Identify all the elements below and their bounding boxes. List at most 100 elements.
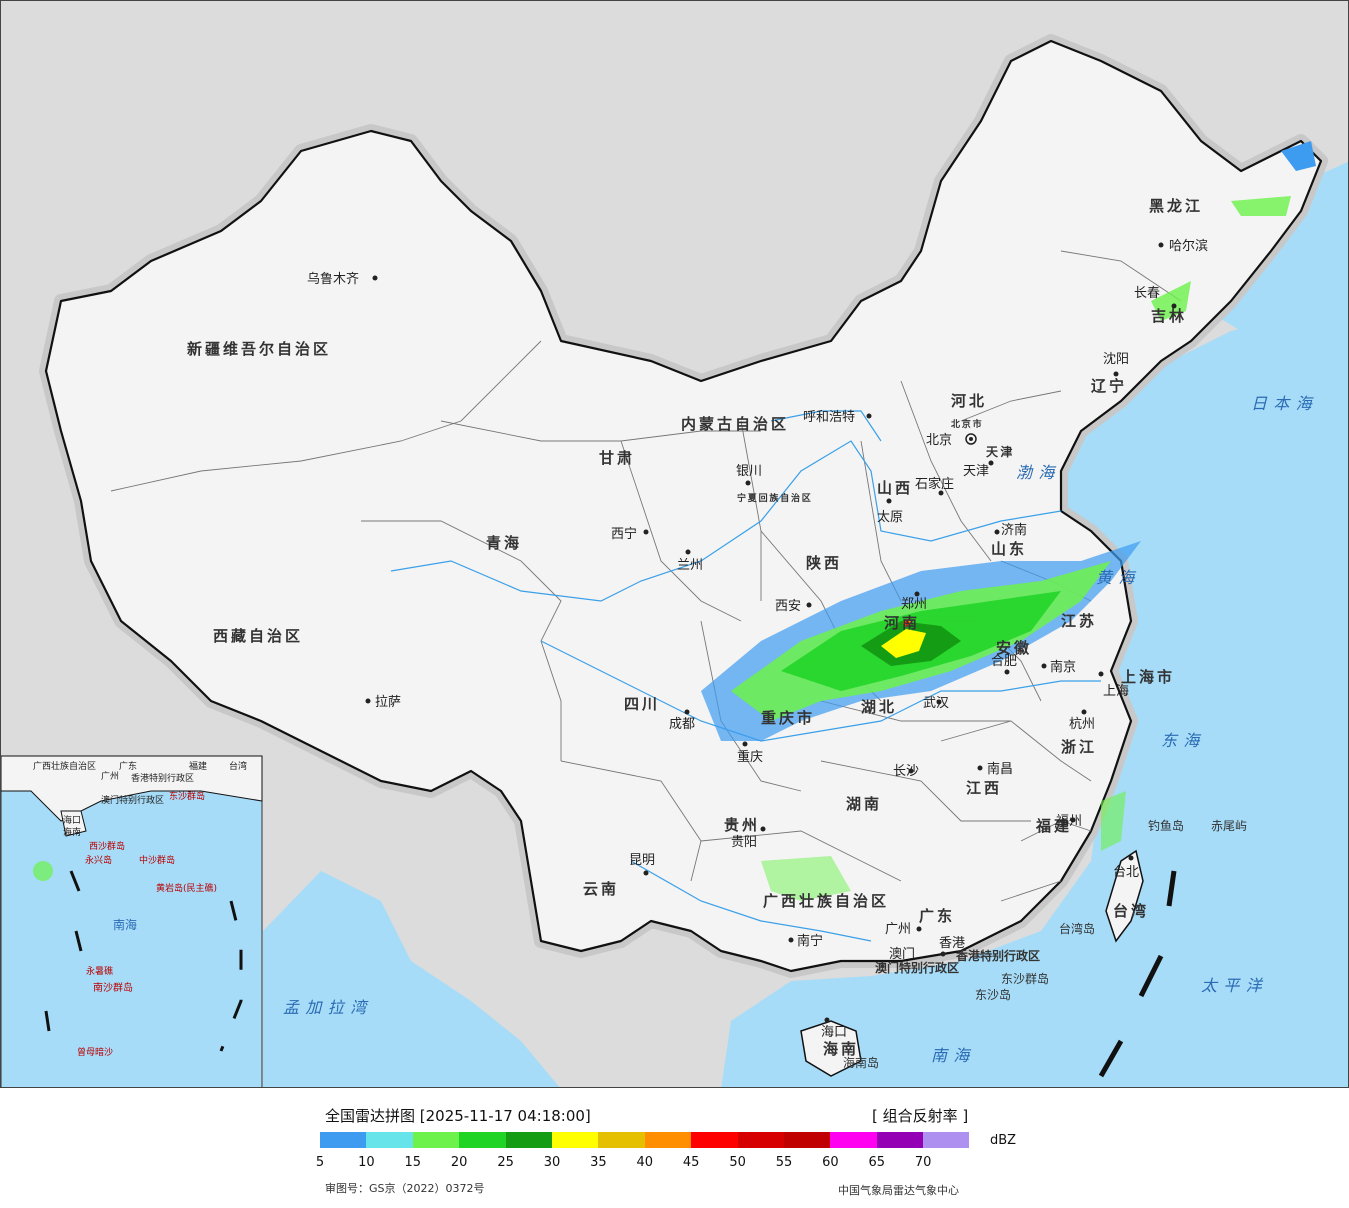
inset-hainan: 海南 bbox=[63, 826, 81, 838]
color-swatch-6 bbox=[598, 1132, 645, 1148]
label-guangxi: 广西壮族自治区 bbox=[763, 892, 889, 910]
label-fujian: 福建 bbox=[1035, 817, 1072, 835]
inset-huangyan: 黄岩岛(民主礁) bbox=[156, 882, 217, 894]
inset-taiwan: 台湾 bbox=[229, 760, 247, 772]
city-lhasa: 拉萨 bbox=[375, 695, 401, 710]
tick-label: 30 bbox=[543, 1155, 561, 1170]
city-urumqi: 乌鲁木齐 bbox=[307, 271, 359, 287]
inset-nansha: 南沙群岛 bbox=[93, 981, 133, 994]
island-hainan: 海南岛 bbox=[843, 1055, 879, 1070]
sea-east: 东海 bbox=[1161, 731, 1206, 750]
city-nanjing: 南京 bbox=[1050, 659, 1076, 675]
sea-south: 南海 bbox=[931, 1046, 976, 1065]
city-macau: 澳门 bbox=[889, 946, 915, 962]
label-beijing-shi: 北京市 bbox=[951, 418, 983, 430]
label-hebei: 河北 bbox=[951, 392, 987, 410]
city-beijing: 北京 bbox=[926, 433, 952, 448]
city-kunming: 昆明 bbox=[629, 853, 655, 868]
island-chiwei: 赤尾屿 bbox=[1211, 819, 1247, 833]
color-swatch-8 bbox=[691, 1132, 738, 1148]
tick-label: 55 bbox=[775, 1155, 793, 1170]
label-shaanxi: 陕西 bbox=[806, 554, 842, 572]
sea-labels: 日本海 渤海 黄海 东海 太平洋 南海 孟加拉湾 钓鱼岛 赤尾屿 台湾岛 东沙群… bbox=[283, 394, 1312, 1070]
label-neimenggu: 内蒙古自治区 bbox=[681, 415, 789, 433]
island-taiwan: 台湾岛 bbox=[1059, 921, 1095, 936]
inset-haikou: 海口 bbox=[63, 814, 81, 826]
label-anhui: 安徽 bbox=[996, 639, 1032, 657]
label-liaoning: 辽宁 bbox=[1091, 377, 1127, 395]
island-diaoyu: 钓鱼岛 bbox=[1148, 818, 1184, 833]
inset-south-sea: 南海 bbox=[113, 917, 137, 932]
city-xining: 西宁 bbox=[611, 526, 637, 542]
color-swatch-4 bbox=[505, 1132, 552, 1148]
unit-label: dBZ bbox=[990, 1133, 1017, 1148]
label-taiwan: 台湾 bbox=[1113, 902, 1149, 920]
label-heilongjiang: 黑龙江 bbox=[1149, 197, 1203, 215]
tick-label: 15 bbox=[404, 1155, 422, 1170]
label-hk-sar: 香港特别行政区 bbox=[955, 948, 1040, 963]
color-swatch-1 bbox=[366, 1132, 413, 1148]
city-labels: 乌鲁木齐 拉萨 西宁 兰州 银川 呼和浩特 哈尔滨 长春 沈阳 北京 天津 石家… bbox=[307, 238, 1208, 1040]
tick-label: 45 bbox=[682, 1155, 700, 1170]
label-chongqing: 重庆市 bbox=[761, 709, 815, 727]
rivers bbox=[390, 410, 1101, 942]
city-zhengzhou: 郑州 bbox=[901, 597, 927, 612]
label-gansu: 甘肃 bbox=[599, 449, 635, 467]
inset-guangdong: 广东 bbox=[119, 760, 137, 772]
label-hainan: 海南 bbox=[823, 1040, 859, 1058]
label-guangdong: 广东 bbox=[919, 907, 955, 925]
city-harbin: 哈尔滨 bbox=[1169, 238, 1208, 254]
inset-guangxi: 广西壮族自治区 bbox=[33, 760, 96, 772]
province-labels: 新疆维吾尔自治区 西藏自治区 青海 甘肃 内蒙古自治区 黑龙江 吉林 辽宁 河北… bbox=[187, 197, 1203, 1058]
city-nanchang: 南昌 bbox=[987, 761, 1013, 777]
label-shandong: 山东 bbox=[991, 540, 1027, 558]
color-swatch-7 bbox=[644, 1132, 692, 1148]
inset-zhongsha: 中沙群岛 bbox=[139, 854, 175, 866]
inset-fujian: 福建 bbox=[189, 760, 207, 772]
city-xian: 西安 bbox=[775, 599, 801, 614]
label-jiangxi: 江西 bbox=[966, 779, 1002, 797]
tick-label: 50 bbox=[729, 1155, 746, 1170]
tick-label: 10 bbox=[358, 1155, 375, 1170]
label-jiangsu: 江苏 bbox=[1061, 612, 1097, 630]
city-chongqing: 重庆 bbox=[737, 749, 763, 765]
color-swatch-2 bbox=[412, 1132, 460, 1148]
boundary-dashes bbox=[1098, 870, 1177, 1078]
radar-map: 新疆维吾尔自治区 西藏自治区 青海 甘肃 内蒙古自治区 黑龙江 吉林 辽宁 河北… bbox=[0, 0, 1349, 1088]
city-changchun: 长春 bbox=[1134, 286, 1160, 301]
color-swatch-3 bbox=[459, 1132, 506, 1148]
color-swatch-9 bbox=[737, 1132, 784, 1148]
city-fuzhou: 福州 bbox=[1056, 814, 1082, 829]
label-qinghai: 青海 bbox=[486, 534, 522, 552]
label-jilin: 吉林 bbox=[1151, 307, 1187, 325]
radar-echoes bbox=[701, 141, 1316, 901]
inset-yongshu: 永暑礁 bbox=[86, 965, 113, 977]
label-hunan: 湖南 bbox=[846, 795, 882, 813]
label-yunnan: 云南 bbox=[583, 880, 619, 898]
city-wuhan: 武汉 bbox=[923, 696, 949, 711]
city-markers bbox=[365, 242, 1177, 1023]
city-shanghai: 上海 bbox=[1103, 684, 1129, 699]
sea-bengal: 孟加拉湾 bbox=[283, 998, 373, 1017]
label-tianjin: 天津 bbox=[986, 444, 1015, 459]
label-ningxia: 宁夏回族自治区 bbox=[737, 492, 813, 504]
city-chengdu: 成都 bbox=[669, 717, 695, 732]
inset-guangzhou: 广州 bbox=[101, 770, 119, 782]
label-shanghai: 上海市 bbox=[1121, 668, 1175, 686]
china-landmass bbox=[39, 34, 1328, 1077]
sea-pacific: 太平洋 bbox=[1201, 976, 1268, 995]
tick-label: 25 bbox=[497, 1155, 514, 1170]
city-nanning: 南宁 bbox=[797, 933, 823, 949]
tick-label: 35 bbox=[590, 1155, 607, 1170]
color-scale bbox=[320, 1132, 970, 1148]
inset-yongxing: 永兴岛 bbox=[85, 854, 112, 866]
city-hangzhou: 杭州 bbox=[1069, 717, 1095, 732]
city-lanzhou: 兰州 bbox=[677, 558, 703, 573]
city-taipei: 台北 bbox=[1113, 865, 1139, 880]
inset-zengmu: 曾母暗沙 bbox=[77, 1046, 113, 1058]
approval-number: 审图号：GS京（2022）0372号 bbox=[325, 1182, 485, 1195]
tick-label: 70 bbox=[914, 1155, 932, 1170]
inset-hk: 香港特别行政区 bbox=[131, 772, 194, 784]
tick-label: 60 bbox=[822, 1155, 839, 1170]
product-type: [ 组合反射率 ] bbox=[872, 1107, 969, 1125]
